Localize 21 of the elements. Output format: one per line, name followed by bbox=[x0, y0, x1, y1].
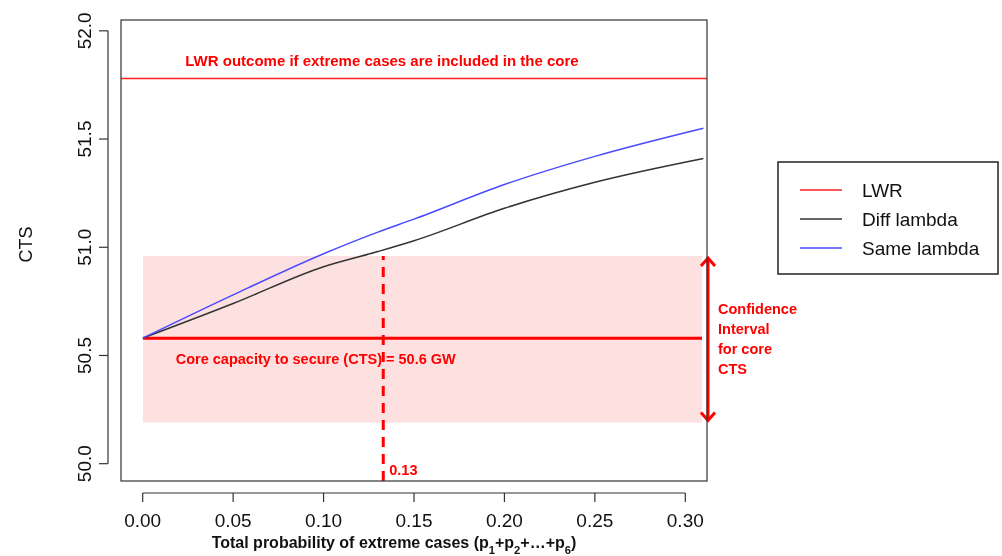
y-axis-title: CTS bbox=[16, 226, 36, 263]
x-tick-label: 0.10 bbox=[305, 510, 343, 531]
x-tick-label: 0.00 bbox=[124, 510, 162, 531]
ref-line-label: 0.13 bbox=[389, 462, 418, 478]
y-tick-label: 51.0 bbox=[74, 228, 95, 266]
legend-label: Diff lambda bbox=[862, 209, 959, 230]
x-tick-label: 0.30 bbox=[666, 510, 704, 531]
x-axis-title: Total probability of extreme cases (p$_{1}$+p$_{2}$+…+p$_{6}$) bbox=[211, 534, 577, 556]
x-tick-label: 0.25 bbox=[576, 510, 614, 531]
legend-label: Same lambda bbox=[862, 238, 980, 259]
ref-line-label: Core capacity to secure (CTS) = 50.6 GW bbox=[175, 351, 457, 368]
annotation: LWR outcome if extreme cases are included in the core bbox=[185, 52, 579, 70]
x-tick-label: 0.20 bbox=[485, 510, 523, 531]
y-tick-label: 50.0 bbox=[74, 445, 95, 483]
x-tick-label: 0.05 bbox=[214, 510, 252, 531]
y-tick-label: 51.5 bbox=[74, 120, 95, 158]
x-tick-label: 0.15 bbox=[395, 510, 433, 531]
legend-label: LWR bbox=[862, 180, 903, 201]
y-tick-label: 52.0 bbox=[74, 12, 95, 50]
y-tick-label: 50.5 bbox=[74, 336, 95, 374]
band-label: Confidence Interval for core CTS bbox=[718, 301, 797, 378]
